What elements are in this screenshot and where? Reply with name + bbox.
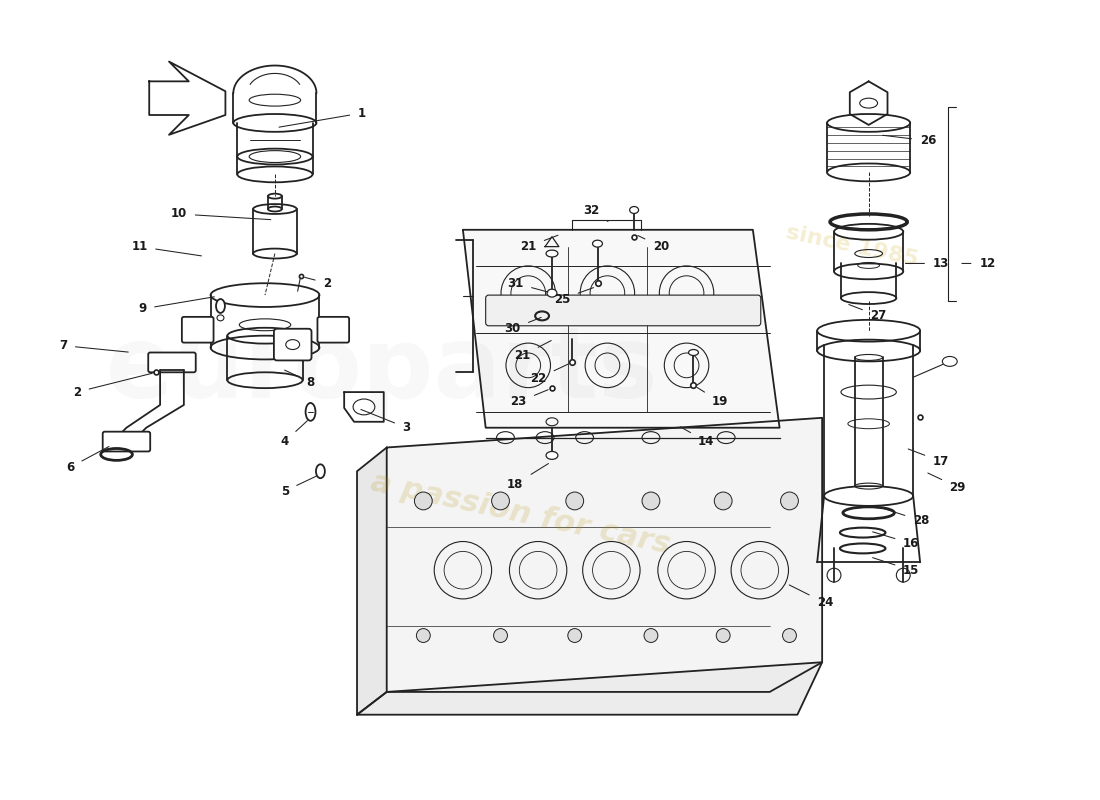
Circle shape [415, 492, 432, 510]
Text: 29: 29 [927, 473, 966, 494]
Text: 24: 24 [789, 585, 834, 610]
Polygon shape [358, 447, 387, 714]
Ellipse shape [316, 464, 324, 478]
Polygon shape [387, 418, 822, 692]
Text: 12: 12 [961, 257, 996, 270]
Ellipse shape [546, 250, 558, 257]
Text: 20: 20 [638, 235, 669, 253]
Circle shape [782, 629, 796, 642]
Text: 32: 32 [583, 203, 608, 222]
Circle shape [781, 492, 799, 510]
Circle shape [417, 629, 430, 642]
Text: 6: 6 [66, 446, 109, 474]
FancyBboxPatch shape [486, 295, 761, 326]
Polygon shape [150, 62, 226, 134]
FancyBboxPatch shape [102, 432, 151, 451]
Text: 31: 31 [507, 277, 548, 292]
Circle shape [644, 629, 658, 642]
Text: 30: 30 [504, 318, 541, 335]
Text: 15: 15 [872, 558, 920, 577]
Text: 5: 5 [280, 476, 317, 498]
Text: europarts: europarts [106, 322, 658, 419]
Circle shape [714, 492, 733, 510]
FancyBboxPatch shape [182, 317, 213, 342]
FancyBboxPatch shape [274, 329, 311, 361]
Text: a passion for cars: a passion for cars [367, 468, 673, 560]
Text: 17: 17 [909, 449, 949, 468]
Text: 7: 7 [59, 339, 129, 352]
Ellipse shape [216, 299, 224, 313]
Text: 23: 23 [510, 390, 548, 409]
Circle shape [565, 492, 584, 510]
Text: 25: 25 [553, 288, 594, 306]
Ellipse shape [629, 206, 639, 214]
Text: 3: 3 [361, 410, 410, 434]
Text: 8: 8 [285, 370, 315, 389]
Ellipse shape [943, 357, 957, 366]
Ellipse shape [689, 350, 698, 355]
Circle shape [568, 629, 582, 642]
Polygon shape [850, 82, 888, 125]
Ellipse shape [593, 240, 603, 247]
Ellipse shape [546, 451, 558, 459]
Text: 16: 16 [872, 532, 920, 550]
Text: 21: 21 [514, 341, 551, 362]
Text: 22: 22 [530, 364, 568, 385]
Text: 21: 21 [520, 235, 558, 253]
Polygon shape [358, 662, 822, 714]
Circle shape [492, 492, 509, 510]
Ellipse shape [547, 289, 557, 297]
Text: 11: 11 [131, 240, 201, 256]
Text: 4: 4 [280, 421, 308, 448]
Text: since 1985: since 1985 [784, 223, 920, 270]
Polygon shape [463, 230, 780, 428]
Text: 2: 2 [305, 277, 331, 290]
Text: 10: 10 [170, 207, 271, 221]
Circle shape [716, 629, 730, 642]
Ellipse shape [306, 403, 316, 421]
Text: 9: 9 [139, 297, 214, 315]
FancyBboxPatch shape [148, 353, 196, 372]
Text: 18: 18 [507, 463, 549, 490]
Circle shape [642, 492, 660, 510]
Text: 2: 2 [73, 374, 152, 398]
Text: 14: 14 [680, 426, 715, 448]
Text: 28: 28 [882, 508, 930, 527]
FancyBboxPatch shape [318, 317, 349, 342]
Text: 13: 13 [905, 257, 949, 270]
Text: 27: 27 [849, 305, 887, 322]
Text: 1: 1 [279, 106, 366, 127]
Circle shape [494, 629, 507, 642]
Text: 19: 19 [697, 387, 728, 409]
Text: 26: 26 [882, 134, 936, 147]
